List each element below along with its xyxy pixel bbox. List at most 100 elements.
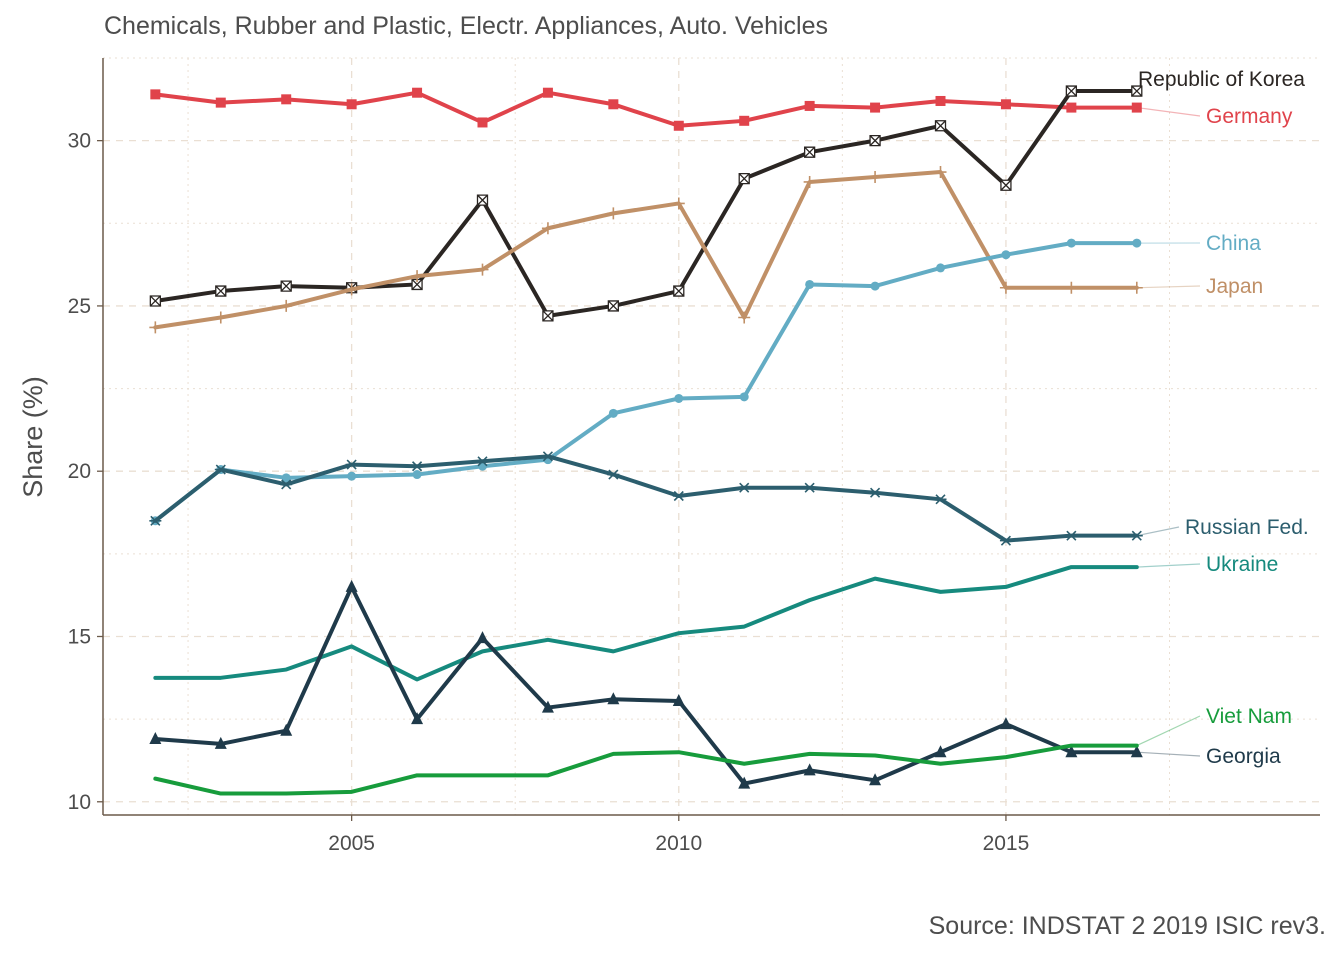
data-point xyxy=(1132,238,1142,248)
label-leader-line xyxy=(1136,563,1201,568)
series-georgia xyxy=(149,579,1143,789)
data-point xyxy=(869,134,881,147)
data-point xyxy=(934,166,947,179)
series-labels: Germany Republic of Korea Japan China Russia… xyxy=(1136,68,1309,768)
series-line xyxy=(153,565,1139,682)
data-point xyxy=(805,279,815,289)
data-point xyxy=(281,473,291,483)
y-tick-label: 10 xyxy=(68,791,91,814)
data-point xyxy=(607,692,620,705)
y-tick-label: 30 xyxy=(68,130,91,153)
data-point xyxy=(541,700,554,713)
data-point xyxy=(803,482,816,493)
label-leader-line xyxy=(1136,715,1201,747)
series-line xyxy=(153,90,1139,128)
data-point xyxy=(149,321,162,334)
data-point xyxy=(1130,281,1143,294)
data-point xyxy=(672,490,685,502)
series-label: Republic of Korea xyxy=(1138,68,1305,91)
series-label: Ukraine xyxy=(1206,553,1278,576)
data-point xyxy=(934,494,947,505)
series-label: Russian Fed. xyxy=(1185,516,1309,539)
data-point xyxy=(1066,238,1076,248)
data-point xyxy=(347,471,357,481)
x-tick-label: 2015 xyxy=(983,832,1030,855)
series-label: Germany xyxy=(1206,105,1293,128)
data-point xyxy=(214,311,227,324)
series-line xyxy=(153,89,1139,318)
data-point xyxy=(869,171,882,184)
data-point xyxy=(1065,85,1078,97)
series-line xyxy=(153,454,1139,543)
data-point xyxy=(1066,102,1077,113)
data-point xyxy=(738,311,751,324)
data-point xyxy=(1065,281,1078,294)
data-point xyxy=(803,146,816,158)
data-point xyxy=(214,464,227,475)
data-point xyxy=(280,723,293,736)
data-point xyxy=(149,731,162,744)
data-point xyxy=(411,461,424,472)
series-line xyxy=(153,743,1139,796)
data-point xyxy=(869,487,882,498)
chart-title: Chemicals, Rubber and Plastic, Electr. A… xyxy=(104,12,828,40)
data-point xyxy=(674,393,684,403)
data-point xyxy=(1131,85,1143,97)
data-point xyxy=(608,99,619,110)
series-japan xyxy=(149,166,1143,334)
data-point xyxy=(411,712,424,725)
series-russian-fed xyxy=(149,451,1143,546)
series-label: Georgia xyxy=(1206,745,1281,768)
data-point xyxy=(739,392,749,402)
data-point xyxy=(1065,530,1078,541)
series-label: Viet Nam xyxy=(1206,705,1292,728)
data-point xyxy=(346,99,357,110)
y-tick-label: 20 xyxy=(68,460,91,483)
x-tick-label: 2010 xyxy=(655,832,702,855)
data-point xyxy=(1065,745,1078,758)
data-point xyxy=(476,631,489,644)
data-point xyxy=(542,87,553,98)
series-line xyxy=(153,241,1139,523)
data-point xyxy=(214,736,227,749)
data-point xyxy=(149,515,162,526)
data-point xyxy=(215,97,226,108)
data-point xyxy=(542,310,554,322)
data-point xyxy=(280,280,292,292)
data-point xyxy=(411,270,424,283)
data-point xyxy=(869,773,882,786)
label-leader-line xyxy=(1136,106,1201,117)
data-point xyxy=(934,745,947,758)
data-point xyxy=(934,120,947,132)
data-point xyxy=(1131,102,1142,113)
data-point xyxy=(1001,250,1011,260)
grid-lines xyxy=(103,57,1320,815)
data-point xyxy=(803,763,816,776)
source-caption: Source: INDSTAT 2 2019 ISIC rev3. xyxy=(928,912,1326,940)
series-line xyxy=(153,584,1139,786)
data-point xyxy=(935,95,946,106)
data-point xyxy=(477,117,488,128)
series-label: China xyxy=(1206,232,1261,255)
data-point xyxy=(999,717,1012,730)
data-point xyxy=(607,207,620,220)
data-point xyxy=(281,94,292,105)
y-axis-title: Share (%) xyxy=(18,376,48,498)
data-point xyxy=(280,479,293,490)
axes: Share (%) xyxy=(18,58,1320,816)
series-ukraine xyxy=(153,565,1139,682)
series-line xyxy=(153,170,1139,330)
data-point xyxy=(870,102,881,113)
series-republic-of-korea xyxy=(149,85,1143,322)
data-point xyxy=(999,281,1012,294)
data-point xyxy=(345,459,358,470)
data-point xyxy=(280,299,293,312)
data-point xyxy=(476,263,489,276)
data-point xyxy=(215,285,227,297)
data-point xyxy=(673,285,685,297)
data-point xyxy=(1000,179,1012,191)
label-leader-line xyxy=(1136,285,1201,289)
series-label: Japan xyxy=(1206,275,1263,298)
data-point xyxy=(1130,745,1143,758)
